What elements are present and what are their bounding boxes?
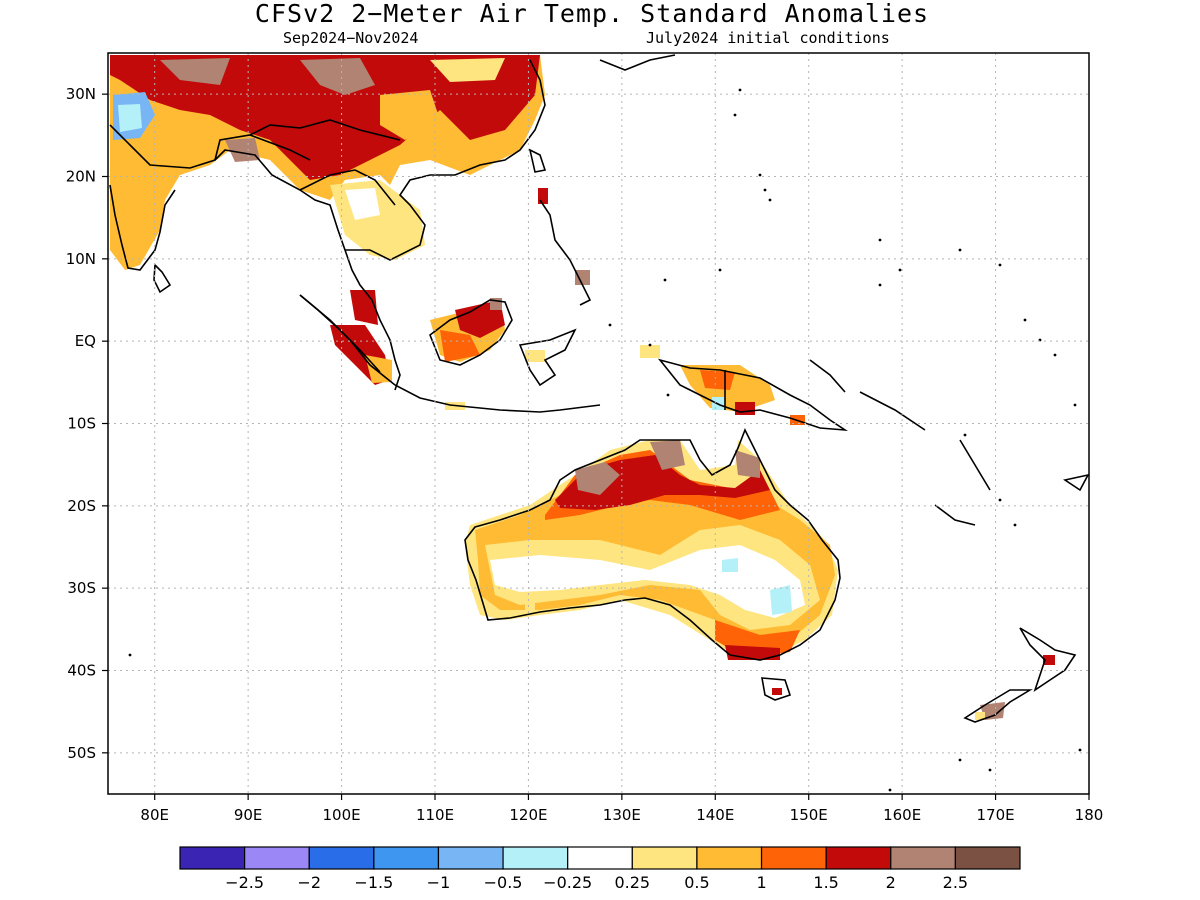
colorbar-label: −0.25 <box>543 873 593 892</box>
coastlines <box>109 54 1090 723</box>
colorbar-label: −1 <box>426 873 451 892</box>
lon-tick-label: 100E <box>323 806 361 824</box>
lat-tick-label: 20N <box>66 168 96 186</box>
anomaly-shading <box>110 55 1055 720</box>
colorbar-label: 1 <box>756 873 767 892</box>
colorbar-label: 2 <box>885 873 896 892</box>
lon-tick-label: 90E <box>234 806 263 824</box>
lat-tick-label: 30N <box>66 85 96 103</box>
lat-tick-label: 20S <box>67 497 96 515</box>
colorbar-label: −2 <box>297 873 322 892</box>
lon-tick-label: 120E <box>509 806 547 824</box>
colorbar-label: −2.5 <box>225 873 265 892</box>
lat-tick-label: 10S <box>67 415 96 433</box>
lat-tick-label: 50S <box>67 744 96 762</box>
colorbar-label: 0.25 <box>614 873 651 892</box>
colorbar-label: 2.5 <box>942 873 969 892</box>
lon-tick-label: 140E <box>696 806 734 824</box>
colorbar-label: 0.5 <box>684 873 710 892</box>
initial-conditions-label: July2024 initial conditions <box>646 29 890 47</box>
colorbar-label: −0.5 <box>483 873 523 892</box>
lat-tick-label: EQ <box>75 332 96 350</box>
small-islands <box>128 88 1082 792</box>
lon-tick-label: 150E <box>790 806 828 824</box>
lat-lon-grid <box>108 53 1089 794</box>
colorbar-label: 1.5 <box>813 873 839 892</box>
lat-tick-label: 30S <box>67 579 96 597</box>
lon-tick-label: 170E <box>977 806 1015 824</box>
lat-tick-label: 40S <box>67 662 96 680</box>
lon-tick-label: 180 <box>1075 806 1104 824</box>
axis-ticks <box>102 93 1090 800</box>
season-label: Sep2024−Nov2024 <box>283 29 419 47</box>
lon-tick-label: 130E <box>603 806 641 824</box>
axis-labels: 80E 90E 100E 110E 120E 130E 140E 150E 160E 170E 18… <box>66 85 1104 824</box>
lon-tick-label: 160E <box>883 806 921 824</box>
colorbar-label: −1.5 <box>354 873 394 892</box>
map-frame <box>107 52 1090 795</box>
lon-tick-label: 80E <box>140 806 169 824</box>
map-title: CFSv2 2−Meter Air Temp. Standard Anomali… <box>254 0 930 28</box>
lat-tick-label: 10N <box>66 250 96 268</box>
lon-tick-label: 110E <box>416 806 454 824</box>
